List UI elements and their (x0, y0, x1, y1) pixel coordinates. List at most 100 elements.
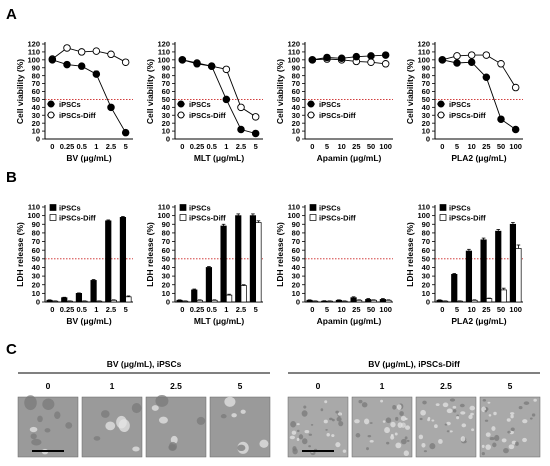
micrograph-cell (296, 437, 300, 441)
micrograph-cell (422, 400, 427, 405)
chart3-ylabel: Cell viability (%) (405, 59, 415, 124)
micrograph-cell (298, 434, 304, 440)
chart2-ytick-label: 30 (292, 111, 300, 120)
chart7-ylabel: LDH release (%) (405, 222, 415, 287)
chart4-ytick-label: 90 (32, 220, 40, 229)
chart7-ytick-label: 80 (422, 229, 430, 238)
chart6-xtick-label: 25 (352, 305, 360, 314)
micrograph-cell (335, 442, 341, 448)
chart2-xlabel: Apamin (μg/mL) (317, 153, 382, 163)
chart1-series-0-point (251, 129, 260, 138)
chart1-legend-label-1: iPSCs-Diff (189, 111, 226, 120)
chart4-series-0-bar (119, 217, 127, 303)
micrograph-cell (400, 416, 407, 421)
chart3-xtick-label: 100 (509, 142, 522, 151)
micrograph-cell (470, 412, 474, 416)
chart3-ytick-label: 0 (426, 135, 430, 144)
chart5-xlabel: MLT (μg/mL) (194, 316, 245, 326)
chart2-series-1-point (367, 58, 375, 66)
micrograph-cell (501, 438, 507, 443)
micrograph-cell (366, 447, 369, 451)
micrograph-cell (531, 413, 536, 417)
chart0-series-0-line (52, 59, 127, 133)
chart3-legend-marker-1 (437, 111, 445, 119)
micrograph-cell (431, 419, 435, 422)
micrograph-cell (42, 398, 55, 410)
chart4-series-0-bar (90, 280, 97, 303)
micrograph-cell (494, 434, 500, 442)
chart4-ytick-label: 60 (32, 246, 40, 255)
micrograph-cell (240, 409, 246, 414)
chart1-ytick-label: 0 (166, 135, 170, 144)
chart3-ytick-label: 100 (417, 55, 430, 64)
chart2-ytick-label: 20 (292, 119, 300, 128)
chart2-ylabel: Cell viability (%) (275, 59, 285, 124)
chart5-ytick-label: 60 (162, 246, 170, 255)
micrograph-cell (508, 444, 515, 450)
micrograph-cell (487, 401, 491, 404)
chart1-series-0-point (207, 62, 216, 70)
chart5-series-1-bar (240, 285, 247, 303)
chart2-ytick-label: 70 (292, 79, 300, 88)
micrograph-cell (482, 398, 487, 402)
micrograph-title-1: BV (μg/mL), iPSCs-Diff (368, 359, 460, 369)
micrograph-cell (404, 436, 408, 440)
micrograph-cell (460, 436, 466, 442)
chart1-series-1-point (222, 65, 231, 74)
chart6-ytick-label: 110 (288, 203, 300, 212)
chart1-ytick-label: 30 (162, 111, 170, 120)
chart4-ytick-label: 80 (32, 229, 40, 238)
micrograph-cell (224, 396, 236, 407)
chart5-series-0-bar (235, 215, 242, 303)
chart7-series-1-bar (471, 299, 478, 303)
micrograph-cell (105, 421, 116, 431)
chart0-ytick-label: 10 (32, 127, 40, 136)
micrograph-cell (159, 416, 168, 424)
chart7-ytick-label: 0 (426, 298, 430, 307)
micrograph-cell (484, 409, 488, 413)
chart7-ytick-label: 50 (422, 254, 430, 263)
chart3-ytick-label: 60 (422, 87, 430, 96)
micrograph-cell (296, 423, 300, 426)
panel-label-a: A (6, 6, 17, 23)
micrograph-cell (24, 395, 37, 411)
micrograph-cell (369, 439, 374, 443)
panel-label-b: B (6, 169, 17, 186)
chart1-legend-marker-0 (177, 100, 185, 108)
micrograph-cell (510, 412, 515, 415)
micrograph-cell (196, 416, 206, 425)
chart0-ytick-label: 100 (27, 55, 40, 64)
micrograph-cell (481, 444, 485, 448)
chart7-series-0-bar (480, 239, 487, 303)
chart3-ytick-label: 40 (422, 103, 430, 112)
chart3-xtick-label: 25 (482, 142, 490, 151)
chart7-ytick-label: 90 (422, 220, 430, 229)
chart0-series-0-point (48, 56, 57, 64)
chart1-ytick-label: 20 (162, 119, 170, 128)
chart7-series-0-bar (451, 274, 458, 303)
chart6-series-0-bar (379, 299, 387, 303)
chart4-series-0-bar (46, 299, 53, 303)
chart3-series-0-point (453, 59, 461, 67)
chart7-xtick-label: 25 (482, 305, 490, 314)
chart7-xtick-label: 10 (467, 305, 475, 314)
micrograph-cell (484, 419, 489, 422)
micrograph-cell (37, 415, 43, 423)
chart5-legend-marker-1 (179, 214, 187, 221)
micrograph-cell (518, 405, 523, 410)
micrograph-cell (395, 416, 399, 421)
micrograph-cell (442, 402, 449, 408)
chart3-ytick-label: 110 (418, 48, 430, 57)
micrograph-cell (382, 420, 386, 423)
chart2-legend-marker-1 (307, 111, 315, 119)
micrograph-title-0: BV (μg/mL), iPSCs (107, 359, 182, 369)
micrograph-cell (304, 429, 310, 434)
chart3-legend-label-1: iPSCs-Diff (449, 111, 486, 120)
chart4-xtick-label: 2.5 (106, 305, 116, 314)
micrograph-label: 0 (316, 381, 321, 391)
chart4-ytick-label: 40 (32, 263, 40, 272)
chart2-ytick-label: 60 (292, 87, 300, 96)
